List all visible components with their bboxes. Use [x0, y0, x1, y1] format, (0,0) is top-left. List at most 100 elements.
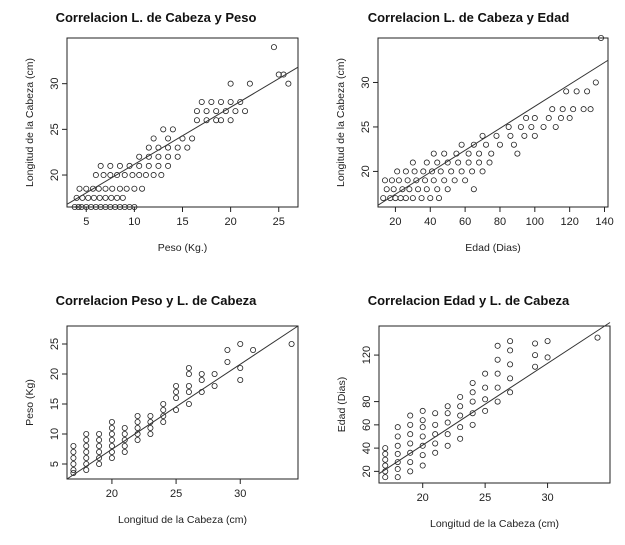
data-point [433, 411, 438, 416]
data-point [532, 115, 537, 120]
data-point [408, 413, 413, 418]
data-point [395, 475, 400, 480]
data-point [458, 394, 463, 399]
data-point [212, 383, 217, 388]
x-tick-label: 60 [459, 216, 471, 228]
data-point [93, 172, 98, 177]
data-point [483, 397, 488, 402]
x-tick-label: 30 [234, 488, 246, 500]
y-tick-label: 30 [49, 78, 61, 90]
data-point [238, 365, 243, 370]
data-point [161, 127, 166, 132]
data-point [103, 195, 108, 200]
x-tick-label: 20 [417, 492, 429, 504]
data-point [383, 475, 388, 480]
data-point [86, 195, 91, 200]
data-point [96, 437, 101, 442]
data-point [483, 385, 488, 390]
data-point [238, 377, 243, 382]
data-point [470, 399, 475, 404]
data-point [186, 383, 191, 388]
data-point [228, 118, 233, 123]
data-point [564, 89, 569, 94]
x-tick-label: 25 [479, 492, 491, 504]
data-point [137, 154, 142, 159]
data-point [199, 377, 204, 382]
data-point [156, 163, 161, 168]
data-point [247, 81, 252, 86]
data-point [84, 437, 89, 442]
data-point [433, 422, 438, 427]
scatter-plot: 5 10 15 20 25202530Peso (Kg.)Longitud de la … [0, 0, 312, 272]
data-point [408, 459, 413, 464]
data-point [449, 169, 454, 174]
y-tick-label: 25 [49, 338, 61, 350]
data-point [420, 452, 425, 457]
x-axis-label: Longitud de la Cabeza (cm) [430, 518, 559, 530]
data-point [84, 455, 89, 460]
data-point [71, 461, 76, 466]
y-tick-label: 60 [361, 419, 373, 431]
data-point [403, 196, 408, 201]
data-point [494, 133, 499, 138]
data-point [471, 187, 476, 192]
data-point [382, 178, 387, 183]
data-point [495, 343, 500, 348]
data-point [545, 339, 550, 344]
data-point [148, 431, 153, 436]
data-point [96, 461, 101, 466]
data-point [289, 341, 294, 346]
data-point [546, 115, 551, 120]
data-point [489, 151, 494, 156]
data-point [532, 341, 537, 346]
data-point [545, 355, 550, 360]
data-point [518, 124, 523, 129]
data-point [483, 408, 488, 413]
data-point [225, 359, 230, 364]
data-point [117, 163, 122, 168]
data-point [511, 142, 516, 147]
data-point [431, 178, 436, 183]
y-tick-label: 20 [49, 368, 61, 380]
data-point [459, 142, 464, 147]
data-point [466, 151, 471, 156]
y-tick-label: 25 [49, 123, 61, 135]
data-point [98, 163, 103, 168]
data-point [218, 99, 223, 104]
data-point [408, 469, 413, 474]
data-point [173, 389, 178, 394]
data-point [541, 124, 546, 129]
data-point [109, 455, 114, 460]
data-point [122, 431, 127, 436]
data-point [445, 420, 450, 425]
data-point [199, 99, 204, 104]
data-point [410, 160, 415, 165]
data-point [250, 347, 255, 352]
data-point [550, 107, 555, 112]
scatter-plot: 20 25 30510152025Longitud de la Cabeza (cm… [0, 272, 312, 545]
y-tick-label: 25 [360, 121, 372, 133]
data-point [487, 160, 492, 165]
data-point [445, 411, 450, 416]
data-point [495, 371, 500, 376]
data-point [148, 413, 153, 418]
x-tick-label: 10 [128, 216, 140, 228]
data-point [560, 107, 565, 112]
x-tick-label: 15 [176, 216, 188, 228]
data-point [458, 436, 463, 441]
data-point [124, 186, 129, 191]
data-point [571, 107, 576, 112]
data-point [395, 425, 400, 430]
data-point [395, 451, 400, 456]
y-axis-label: Longitud de la Cabeza (cm) [335, 58, 347, 187]
chart-panel-1: Correlacion L. de Cabeza y Peso 5 10 15 20 2… [0, 0, 312, 272]
data-point [420, 418, 425, 423]
data-point [114, 195, 119, 200]
data-point [148, 425, 153, 430]
data-point [421, 169, 426, 174]
data-point [508, 133, 513, 138]
scatter-plot: 20 40 60 80 100 120 140202530Edad (Dias)Longit… [312, 0, 625, 272]
x-tick-label: 5 [83, 216, 89, 228]
data-point [190, 136, 195, 141]
data-point [194, 118, 199, 123]
